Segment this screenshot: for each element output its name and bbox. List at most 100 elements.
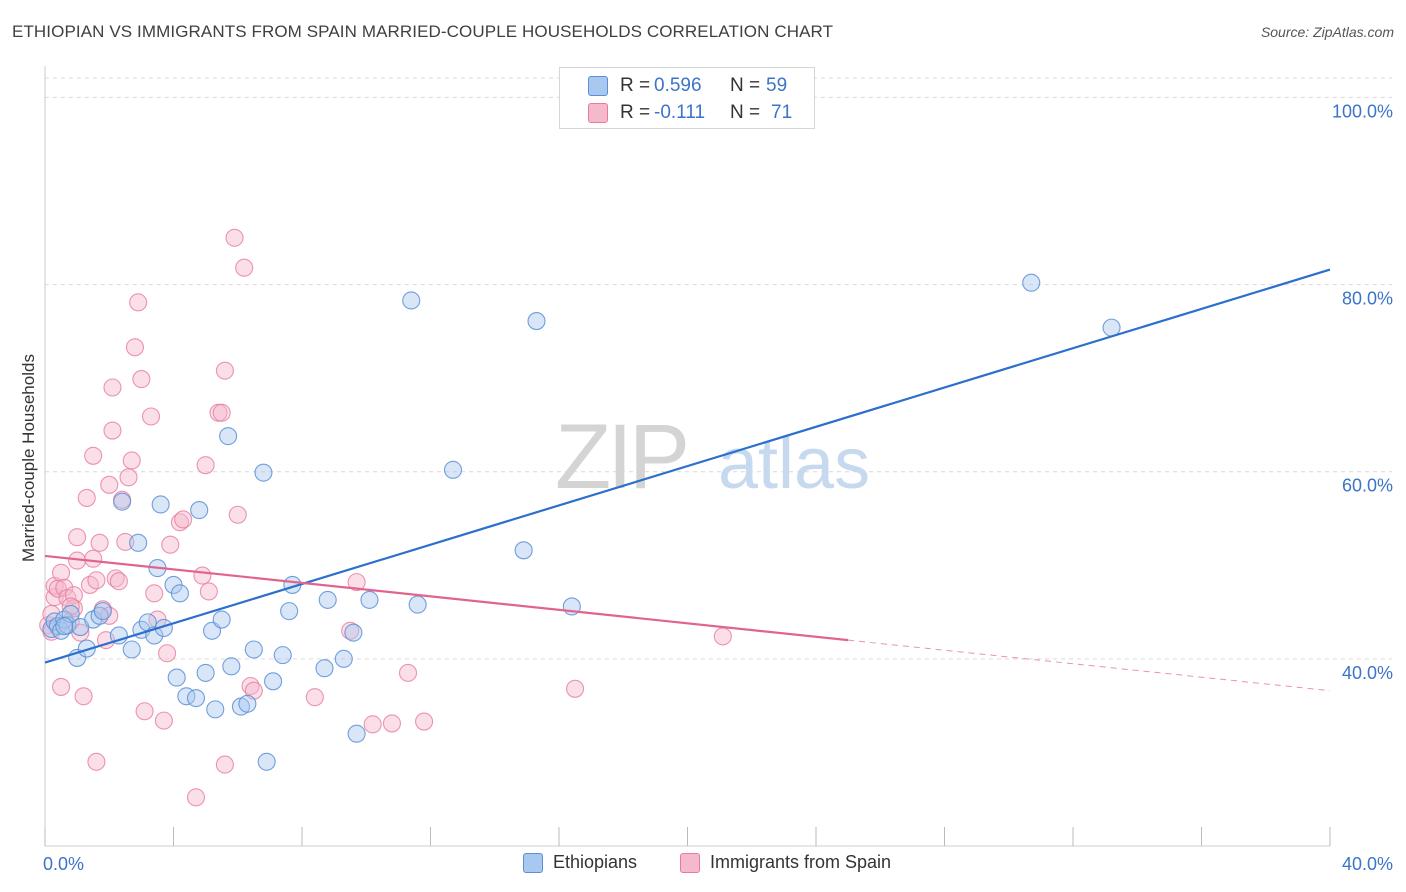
ethiopian-point — [257, 752, 276, 771]
ethiopian-point — [151, 495, 170, 514]
spain-trend-line — [44, 554, 849, 642]
spain-point — [132, 370, 151, 389]
ethiopian-point — [206, 700, 225, 719]
spain-point — [103, 421, 122, 440]
watermark: ZIP atlas — [555, 406, 870, 508]
ethiopian-point — [244, 640, 263, 659]
spain-point — [87, 752, 106, 771]
spain-point — [713, 627, 732, 646]
chart-source: Source: ZipAtlas.com — [1260, 24, 1394, 40]
ethiopian-point — [170, 584, 189, 603]
series-ethiopians — [42, 273, 1121, 771]
spain-point — [135, 702, 154, 721]
spain-point — [382, 714, 402, 733]
ethiopian-point — [264, 672, 283, 691]
ethiopian-point — [315, 659, 334, 678]
ethiopian-point — [55, 617, 74, 636]
spain-point — [566, 679, 585, 698]
spain-point — [84, 549, 103, 568]
spain-point — [161, 535, 180, 554]
spain-point — [225, 228, 244, 247]
spain-point — [103, 378, 122, 397]
ethiopian-point — [122, 640, 141, 659]
ethiopian-point — [167, 668, 186, 687]
axis-layer: 40.0% 60.0% 80.0% 100.0% 0.0% 40.0% — [43, 66, 1393, 874]
spain-point — [244, 681, 263, 700]
spain-point — [398, 663, 418, 682]
spain-point — [235, 258, 254, 277]
ethiopians-trend-line — [44, 268, 1331, 664]
ethiopian-point — [334, 649, 353, 668]
spain-point — [305, 688, 324, 707]
legend-top: R = 0.596 N = 59 R = -0.111 N = 71 — [559, 67, 815, 129]
ethiopian-point — [360, 590, 379, 609]
trend-lines — [44, 268, 1331, 692]
ethiopian-point — [402, 291, 421, 310]
ethiopian-point — [527, 312, 546, 331]
spain-point — [52, 563, 71, 582]
ethiopian-point — [408, 595, 427, 614]
spain-point — [68, 528, 87, 547]
spain-point — [186, 788, 206, 807]
y-tick-label: 80.0% — [1342, 289, 1393, 309]
watermark-zip: ZIP — [555, 406, 686, 508]
ethiopian-point — [280, 602, 299, 621]
legend-n-label: N = — [730, 102, 761, 123]
spain-point — [52, 677, 71, 696]
ethiopian-point — [77, 639, 96, 658]
legend-n-value: 59 — [766, 75, 788, 96]
x-tick-label: 40.0% — [1342, 854, 1393, 874]
watermark-atlas: atlas — [718, 424, 870, 504]
grid-layer — [45, 77, 1392, 660]
spain-point — [193, 566, 212, 585]
spain-point — [215, 361, 234, 380]
spain-point — [87, 571, 106, 590]
spain-point — [415, 712, 434, 731]
legend-swatch-blue — [588, 76, 608, 96]
spain-point — [125, 338, 144, 357]
spain-point — [363, 715, 382, 734]
ethiopian-point — [219, 427, 238, 446]
spain-point — [145, 584, 164, 603]
spain-point — [347, 573, 366, 592]
spain-point — [61, 597, 80, 616]
ethiopian-point — [443, 460, 463, 479]
chart-title: ETHIOPIAN VS IMMIGRANTS FROM SPAIN MARRI… — [12, 22, 834, 41]
y-tick-label: 60.0% — [1342, 476, 1393, 496]
legend-r-value: -0.111 — [654, 102, 706, 123]
ethiopian-point — [1022, 273, 1041, 292]
ethiopian-point — [318, 590, 337, 609]
spain-point — [158, 644, 177, 663]
legend-n-label: N = — [730, 75, 761, 96]
legend-item-spain: Immigrants from Spain — [680, 852, 891, 873]
ethiopian-point — [254, 463, 273, 482]
spain-point — [196, 456, 215, 475]
spain-trend-line-extension — [848, 639, 1331, 692]
spain-point — [64, 586, 83, 605]
ethiopian-point — [347, 724, 366, 743]
spain-point — [174, 510, 193, 529]
legend-swatch-blue — [523, 852, 543, 873]
ethiopian-point — [238, 694, 257, 713]
spain-point — [129, 293, 148, 312]
y-tick-label: 40.0% — [1342, 663, 1393, 683]
ethiopian-point — [344, 623, 363, 642]
spain-point — [84, 446, 103, 465]
ethiopian-point — [222, 657, 241, 676]
ethiopian-point — [129, 533, 148, 552]
spain-point — [341, 621, 360, 640]
legend-swatch-pink — [680, 852, 700, 873]
spain-point — [55, 578, 74, 597]
legend-n-value: 71 — [771, 102, 793, 123]
ethiopian-point — [273, 646, 292, 665]
ethiopian-point — [186, 689, 206, 708]
spain-point — [119, 468, 138, 487]
spain-point — [170, 513, 189, 532]
spain-point — [80, 575, 100, 594]
spain-point — [109, 572, 128, 591]
spain-point — [74, 687, 93, 706]
spain-point — [77, 488, 96, 507]
spain-point — [106, 569, 125, 588]
ethiopian-point — [196, 663, 215, 682]
